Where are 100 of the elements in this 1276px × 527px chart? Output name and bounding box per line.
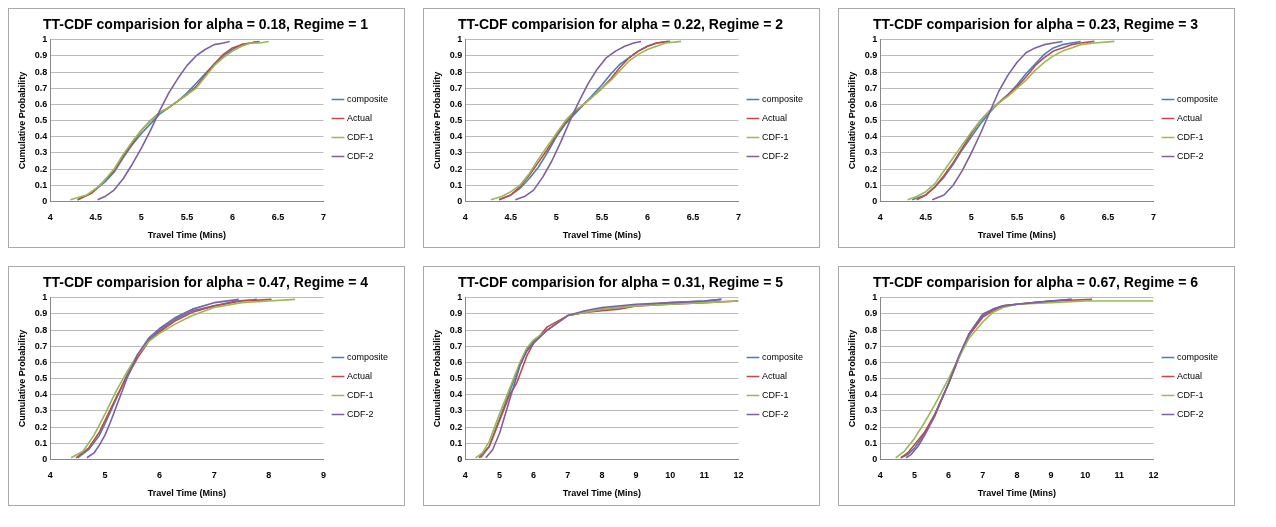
legend-label: composite <box>1176 351 1219 362</box>
x-tick-label: 11 <box>699 470 710 481</box>
y-tick-label: 0.6 <box>449 356 463 367</box>
x-tick-label: 10 <box>665 470 676 481</box>
y-tick-label: 0.4 <box>864 389 878 400</box>
y-tick-label: 0.9 <box>449 50 463 61</box>
x-tick-label: 9 <box>320 470 326 481</box>
y-tick-label: 0.2 <box>864 421 878 432</box>
y-tick-label: 0.2 <box>34 421 48 432</box>
y-tick-label: 0.8 <box>34 324 48 335</box>
y-tick-label: 0.9 <box>864 308 878 319</box>
y-tick-label: 0.7 <box>864 82 878 93</box>
y-tick-label: 0.4 <box>449 389 463 400</box>
y-tick-label: 0.6 <box>34 356 48 367</box>
y-tick-label: 0.8 <box>34 66 48 77</box>
y-tick-label: 0.1 <box>34 179 48 190</box>
y-tick-label: 0.1 <box>34 437 48 448</box>
y-tick-label: 0 <box>457 195 463 206</box>
y-tick-label: 0.8 <box>864 324 878 335</box>
x-tick-label: 5 <box>968 212 974 223</box>
legend-label: CDF-2 <box>346 408 374 419</box>
legend-label: Actual <box>761 112 787 123</box>
y-tick-label: 0.4 <box>864 131 878 142</box>
x-axis-title: Travel Time (Mins) <box>562 488 642 499</box>
y-tick-label: 0.6 <box>864 356 878 367</box>
legend-label: Actual <box>1176 112 1202 123</box>
x-tick-label: 4 <box>877 470 883 481</box>
y-tick-label: 0.6 <box>34 98 48 109</box>
y-tick-label: 1 <box>457 292 463 303</box>
y-tick-label: 0.2 <box>864 163 878 174</box>
x-tick-label: 8 <box>266 470 272 481</box>
y-tick-label: 0.5 <box>449 115 463 126</box>
y-tick-label: 0 <box>457 453 463 464</box>
x-axis-title: Travel Time (Mins) <box>147 230 227 241</box>
legend-label: CDF-1 <box>761 389 789 400</box>
chart-title: TT-CDF comparision for alpha = 0.31, Regime = 5 <box>457 274 784 291</box>
x-tick-label: 7 <box>320 212 326 223</box>
x-tick-label: 6 <box>1059 212 1065 223</box>
legend-label: composite <box>761 351 804 362</box>
y-tick-label: 0.9 <box>449 308 463 319</box>
x-axis-title: Travel Time (Mins) <box>977 488 1057 499</box>
y-tick-label: 0.9 <box>34 50 48 61</box>
y-tick-label: 0.3 <box>34 147 48 158</box>
x-tick-label: 4.5 <box>919 212 933 223</box>
x-tick-label: 4.5 <box>89 212 103 223</box>
x-tick-label: 11 <box>1114 470 1125 481</box>
x-tick-label: 9 <box>633 470 639 481</box>
x-tick-label: 5 <box>138 212 144 223</box>
y-tick-label: 0.5 <box>864 373 878 384</box>
legend-label: CDF-2 <box>1176 408 1204 419</box>
y-tick-label: 0.2 <box>449 163 463 174</box>
y-axis-title: Cumulative Probability <box>431 71 442 170</box>
x-tick-label: 5.5 <box>180 212 194 223</box>
y-tick-label: 0.6 <box>449 98 463 109</box>
y-tick-label: 0.1 <box>864 437 878 448</box>
y-tick-label: 0.3 <box>34 405 48 416</box>
x-tick-label: 5.5 <box>1010 212 1024 223</box>
x-tick-label: 6 <box>644 212 650 223</box>
x-tick-label: 7 <box>211 470 217 481</box>
y-axis-title: Cumulative Probability <box>846 71 857 170</box>
y-tick-label: 1 <box>872 34 878 45</box>
y-tick-label: 1 <box>457 34 463 45</box>
x-tick-label: 6 <box>531 470 537 481</box>
y-tick-label: 0.5 <box>34 373 48 384</box>
legend-label: CDF-2 <box>761 150 789 161</box>
x-tick-label: 6 <box>229 212 235 223</box>
y-tick-label: 0.1 <box>449 179 463 190</box>
x-tick-label: 6.5 <box>271 212 285 223</box>
legend-label: Actual <box>761 370 787 381</box>
x-tick-label: 8 <box>599 470 605 481</box>
chart-title: TT-CDF comparision for alpha = 0.22, Regime = 2 <box>457 16 784 33</box>
x-tick-label: 5 <box>102 470 108 481</box>
y-tick-label: 0.3 <box>864 405 878 416</box>
x-tick-label: 4 <box>47 212 53 223</box>
legend-label: Actual <box>1176 370 1202 381</box>
chart-title: TT-CDF comparision for alpha = 0.67, Regime = 6 <box>872 274 1199 291</box>
legend-label: composite <box>1176 93 1219 104</box>
y-tick-label: 0 <box>872 453 878 464</box>
x-axis-title: Travel Time (Mins) <box>147 488 227 499</box>
y-tick-label: 0.1 <box>864 179 878 190</box>
y-tick-label: 0 <box>42 453 48 464</box>
y-tick-label: 0.2 <box>34 163 48 174</box>
x-tick-label: 7 <box>565 470 571 481</box>
legend-label: Actual <box>346 112 372 123</box>
x-tick-label: 4 <box>877 212 883 223</box>
legend-label: CDF-1 <box>346 131 374 142</box>
legend-label: CDF-1 <box>1176 131 1204 142</box>
x-tick-label: 6.5 <box>1101 212 1115 223</box>
x-tick-label: 5.5 <box>595 212 609 223</box>
x-tick-label: 5 <box>911 470 917 481</box>
x-tick-label: 4 <box>462 470 468 481</box>
x-axis-title: Travel Time (Mins) <box>977 230 1057 241</box>
y-tick-label: 0.8 <box>864 66 878 77</box>
y-tick-label: 0.9 <box>34 308 48 319</box>
x-tick-label: 6 <box>946 470 952 481</box>
legend-label: CDF-2 <box>761 408 789 419</box>
y-tick-label: 0.5 <box>34 115 48 126</box>
x-tick-label: 10 <box>1080 470 1091 481</box>
x-tick-label: 6.5 <box>686 212 700 223</box>
y-tick-label: 0 <box>42 195 48 206</box>
